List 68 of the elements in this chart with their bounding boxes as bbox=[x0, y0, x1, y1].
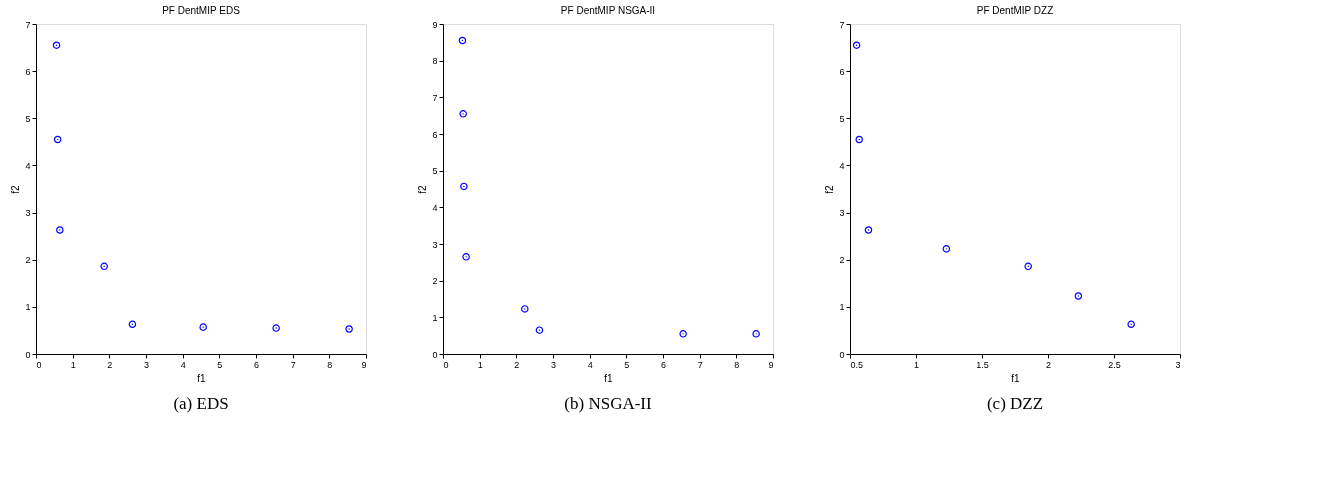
x-tick-label: 2 bbox=[107, 359, 113, 370]
x-tick-label: 7 bbox=[697, 359, 703, 370]
x-tick-label: 2 bbox=[514, 359, 520, 370]
x-axis-title: f1 bbox=[197, 372, 207, 384]
x-tick-label: 6 bbox=[660, 359, 667, 370]
y-tick-label: 9 bbox=[432, 19, 438, 30]
y-tick-label: 6 bbox=[25, 66, 31, 77]
y-tick-label: 3 bbox=[25, 208, 31, 219]
x-tick-label: 8 bbox=[327, 359, 333, 370]
x-tick-label: 1 bbox=[913, 359, 920, 370]
text: (a) EDS bbox=[173, 394, 229, 413]
x-tick-label: 1 bbox=[70, 359, 76, 370]
x-axis-title: f1 bbox=[604, 372, 614, 384]
x-tick-label: 9 bbox=[361, 359, 367, 370]
chart-title: PF DentMIP EDS bbox=[162, 5, 241, 16]
y-tick-label: 5 bbox=[25, 113, 31, 124]
y-tick-label: 6 bbox=[432, 129, 438, 140]
y-tick-label: 7 bbox=[25, 19, 31, 30]
chart-title: PF DentMIP NSGA-II bbox=[560, 5, 656, 16]
x-tick-label: 8 bbox=[734, 359, 740, 370]
x-tick-label: 2 bbox=[1045, 359, 1052, 370]
y-tick-label: 5 bbox=[432, 166, 438, 177]
y-tick-label: 2 bbox=[432, 276, 438, 287]
x-tick-label: 3 bbox=[550, 359, 557, 370]
y-tick-label: 5 bbox=[839, 113, 845, 124]
y-tick-label: 8 bbox=[432, 56, 438, 67]
text: (c) DZZ bbox=[986, 394, 1044, 413]
x-tick-label: 1 bbox=[477, 359, 483, 370]
y-tick-label: 0 bbox=[25, 349, 31, 360]
y-tick-label: 3 bbox=[839, 208, 845, 219]
y-tick-label: 0 bbox=[839, 349, 845, 360]
x-tick-label: 1.5 bbox=[976, 359, 989, 370]
x-axis-title: f1 bbox=[1011, 372, 1021, 384]
text: (b) NSGA-II bbox=[564, 394, 653, 413]
point bbox=[128, 320, 137, 329]
y-axis-title: f2 bbox=[417, 184, 429, 194]
x-tick-label: 0 bbox=[36, 359, 42, 370]
y-tick-label: 4 bbox=[839, 160, 845, 171]
y-tick-label: 7 bbox=[839, 19, 845, 30]
y-tick-label: 6 bbox=[839, 66, 845, 77]
x-tick-label: 5 bbox=[624, 359, 630, 370]
y-tick-label: 7 bbox=[432, 92, 438, 103]
y-axis-title: f2 bbox=[10, 184, 22, 194]
y-tick-label: 2 bbox=[25, 255, 31, 266]
y-axis-title: f2 bbox=[824, 184, 836, 194]
point bbox=[1024, 262, 1032, 271]
x-tick-label: 0 bbox=[443, 359, 449, 370]
y-tick-label: 2 bbox=[839, 255, 845, 266]
y-tick-label: 1 bbox=[839, 302, 845, 313]
y-tick-label: 1 bbox=[432, 312, 438, 323]
x-tick-label: 0.5 bbox=[850, 359, 864, 370]
x-tick-label: 7 bbox=[290, 359, 296, 370]
x-tick-label: 4 bbox=[587, 359, 593, 370]
y-tick-label: 1 bbox=[25, 302, 31, 313]
y-tick-label: 4 bbox=[25, 160, 31, 171]
chart-title: PF DentMIP DZZ bbox=[976, 5, 1054, 16]
point bbox=[100, 262, 108, 271]
y-tick-label: 3 bbox=[432, 239, 438, 250]
point bbox=[1127, 320, 1135, 329]
x-tick-label: 2.5 bbox=[1108, 359, 1121, 370]
x-tick-label: 5 bbox=[217, 359, 223, 370]
x-tick-label: 6 bbox=[253, 359, 260, 370]
y-tick-label: 4 bbox=[432, 202, 438, 213]
x-tick-label: 4 bbox=[180, 359, 186, 370]
x-tick-label: 3 bbox=[1175, 359, 1181, 370]
x-tick-label: 9 bbox=[768, 359, 774, 370]
x-tick-label: 3 bbox=[143, 359, 150, 370]
y-tick-label: 0 bbox=[432, 349, 438, 360]
